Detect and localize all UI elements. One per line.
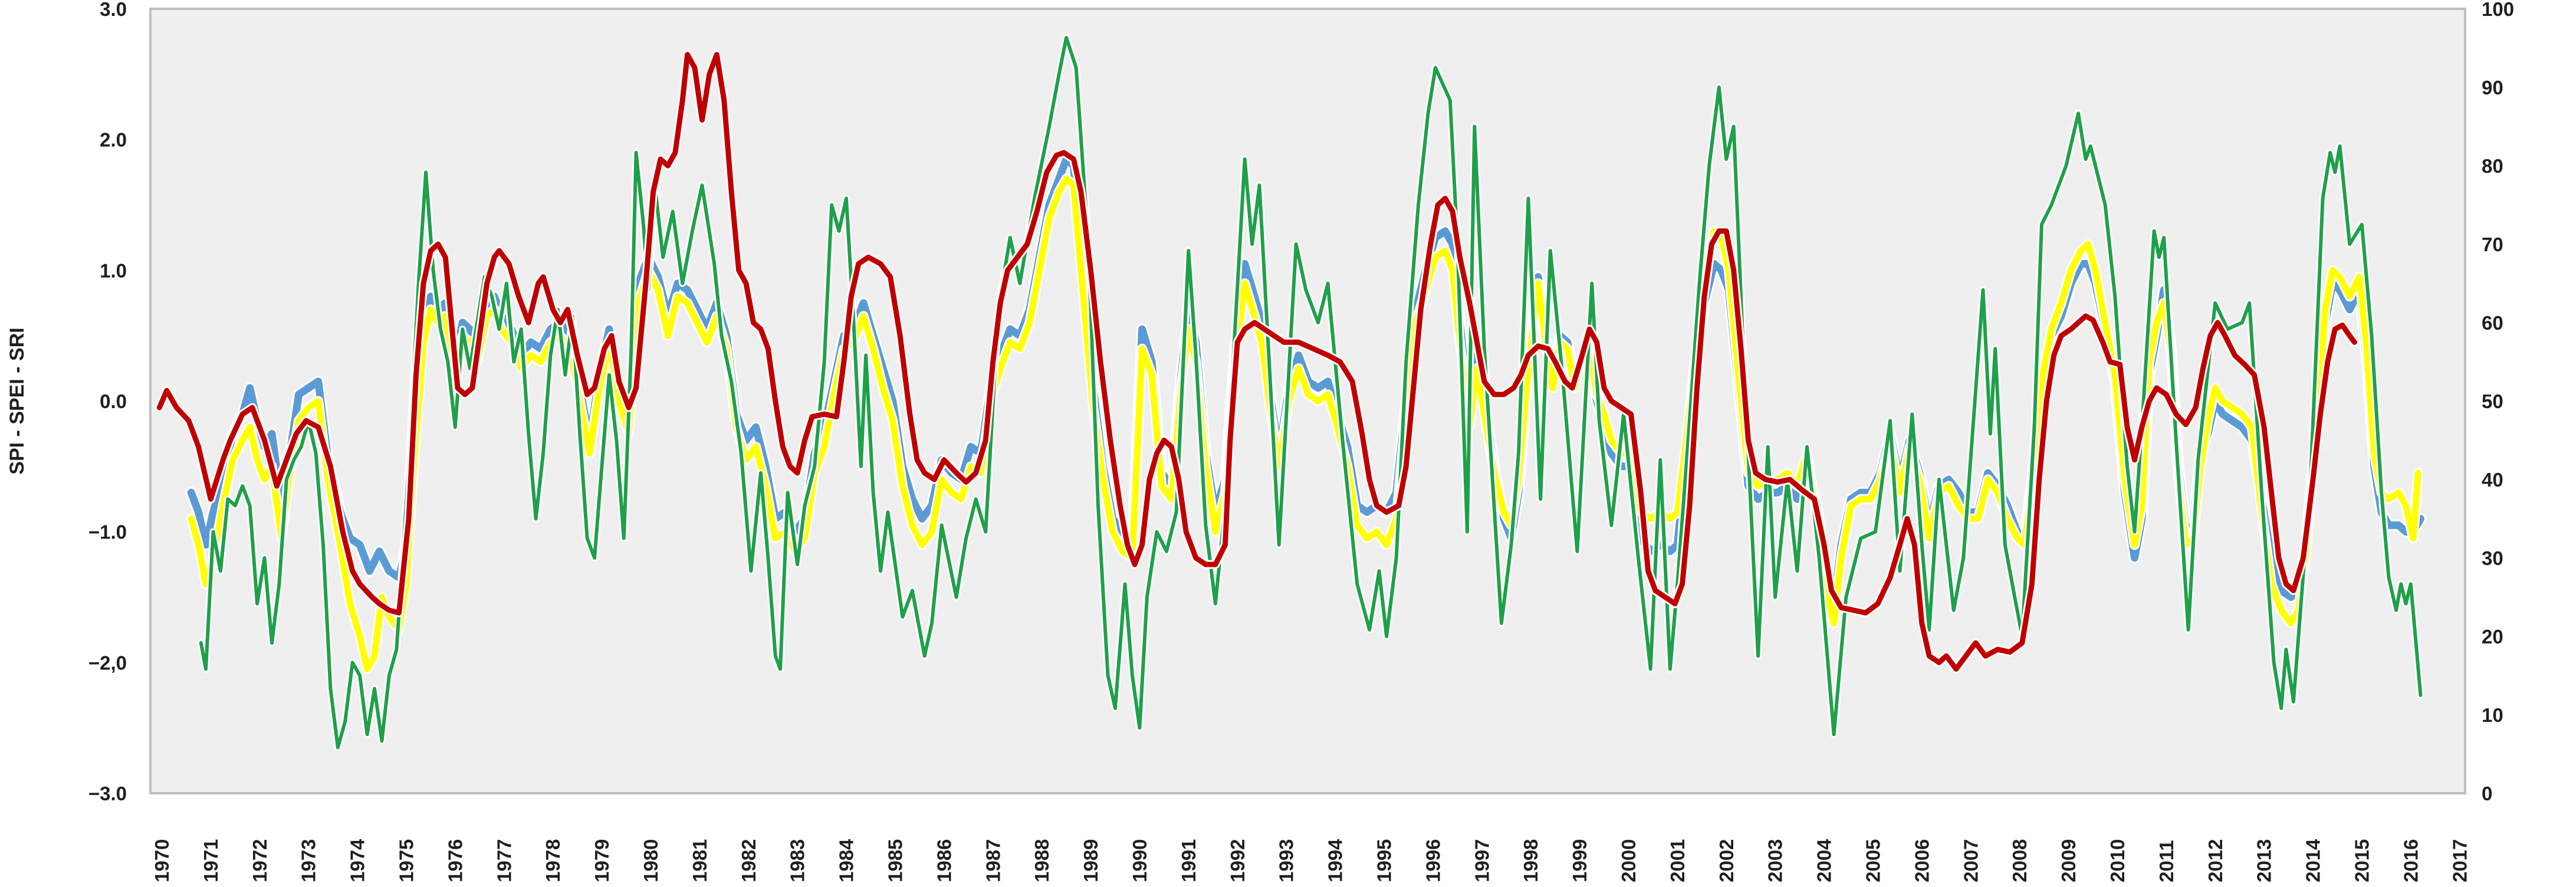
x-tick-label: 2015	[2351, 839, 2373, 882]
y-left-tick-label: 0.0	[100, 390, 127, 412]
x-axis-tick-labels: 1970 1971 1972 1973 1974 1975 1976 1977 1978 1979…	[151, 839, 2470, 882]
x-tick-label: 1977	[493, 839, 515, 882]
x-tick-label: 1984	[836, 839, 857, 882]
series-red	[156, 52, 2357, 672]
x-tick-label: 1970	[151, 839, 173, 882]
x-tick-label: 1992	[1227, 839, 1248, 882]
y-right-tick-label: 30	[2482, 547, 2503, 569]
y-right-tick-label: 100	[2482, 0, 2514, 20]
x-tick-label: 2014	[2302, 839, 2324, 882]
y-right-tick-label: 50	[2482, 390, 2503, 412]
x-tick-label: 2003	[1765, 839, 1786, 882]
x-tick-label: 2001	[1667, 839, 1688, 882]
x-tick-label: 2002	[1716, 839, 1737, 882]
x-tick-label: 1993	[1276, 839, 1297, 882]
x-tick-label: 1972	[249, 839, 271, 882]
series-yellow	[188, 175, 2421, 672]
x-tick-label: 2017	[2449, 839, 2470, 882]
y-right-tick-label: 80	[2482, 155, 2503, 177]
x-tick-label: 2007	[1960, 839, 1982, 882]
x-tick-label: 2010	[2107, 839, 2128, 882]
x-tick-label: 2011	[2156, 840, 2177, 882]
y-right-tick-label: 10	[2482, 704, 2503, 726]
y-axis-left-tick-labels: 3.0 2.0 1.0 0.0 −1.0 −2,0 −3.0	[88, 0, 127, 804]
x-tick-label: 1991	[1178, 839, 1200, 882]
y-right-tick-label: 40	[2482, 469, 2503, 491]
y-left-tick-label: 3.0	[100, 0, 127, 20]
x-tick-label: 1996	[1422, 839, 1444, 882]
x-tick-label: 1986	[933, 839, 955, 882]
x-tick-label: 1973	[298, 839, 320, 882]
x-tick-label: 1988	[1031, 839, 1053, 882]
x-tick-label: 1998	[1520, 839, 1542, 882]
x-tick-label: 2000	[1618, 839, 1639, 882]
x-tick-label: 2016	[2400, 839, 2421, 882]
y-right-tick-label: 0	[2482, 783, 2492, 804]
x-tick-label: 2008	[2009, 839, 2030, 882]
x-tick-label: 1989	[1080, 839, 1102, 882]
y-axis-title-left: SPI - SPEI - SRI	[6, 327, 28, 474]
x-tick-label: 1975	[396, 839, 418, 882]
y-right-tick-label: 70	[2482, 234, 2503, 255]
y-right-tick-label: 90	[2482, 77, 2503, 98]
series-green	[199, 35, 2423, 750]
x-tick-label: 1995	[1374, 839, 1395, 882]
x-tick-label: 1983	[787, 839, 809, 882]
x-tick-label: 1982	[738, 839, 760, 882]
y-left-tick-label: −1.0	[88, 521, 127, 543]
x-tick-label: 2006	[1911, 839, 1933, 882]
x-tick-label: 1994	[1325, 839, 1346, 882]
x-tick-label: 2004	[1813, 839, 1835, 882]
y-right-tick-label: 20	[2482, 626, 2503, 648]
x-tick-label: 1985	[885, 839, 906, 882]
y-left-tick-label: 1.0	[100, 259, 127, 281]
x-tick-label: 1980	[640, 839, 662, 882]
x-tick-label: 1981	[689, 839, 711, 882]
x-tick-label: 1978	[542, 839, 564, 882]
x-tick-label: 1971	[200, 839, 222, 882]
x-tick-label: 2012	[2204, 839, 2226, 882]
data-series-lines	[155, 34, 2426, 751]
x-tick-label: 2013	[2253, 839, 2275, 882]
y-left-tick-label: −3.0	[88, 783, 127, 804]
x-tick-label: 1990	[1129, 839, 1151, 882]
x-tick-label: 1999	[1569, 839, 1591, 882]
y-left-tick-label: −2,0	[88, 652, 127, 674]
y-right-tick-label: 60	[2482, 312, 2503, 334]
plot-area-border	[149, 8, 2466, 794]
x-tick-label: 2009	[2058, 839, 2079, 882]
x-tick-label: 1987	[982, 839, 1004, 882]
y-left-tick-label: 2.0	[100, 129, 127, 151]
x-tick-label: 1979	[591, 839, 613, 882]
x-tick-label: 1976	[444, 839, 466, 882]
x-tick-label: 2005	[1862, 839, 1884, 882]
x-tick-label: 1974	[347, 839, 369, 882]
x-tick-label: 1997	[1471, 839, 1493, 882]
